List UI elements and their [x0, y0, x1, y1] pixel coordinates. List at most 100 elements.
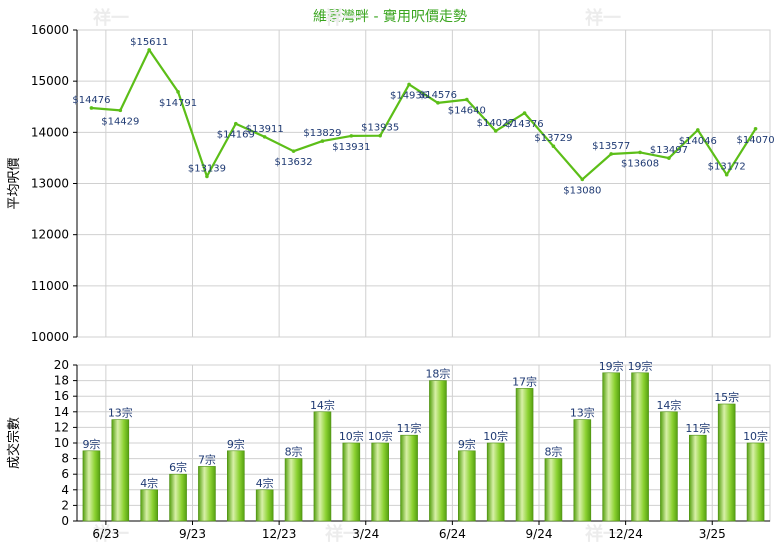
- volume-bar: [140, 489, 158, 522]
- price-data-point: [205, 174, 209, 179]
- price-data-point: [522, 111, 527, 115]
- price-data-label: $14476: [72, 95, 110, 106]
- price-data-label: $14046: [679, 136, 717, 147]
- volume-y-tick-label: 20: [54, 358, 69, 372]
- volume-y-tick-label: 18: [54, 374, 69, 388]
- volume-y-tick-label: 6: [61, 467, 69, 481]
- volume-data-label: 8宗: [544, 445, 562, 459]
- price-data-point: [407, 82, 411, 87]
- volume-bar: [342, 442, 361, 522]
- volume-bar: [111, 419, 130, 522]
- price-data-point: [638, 150, 642, 155]
- watermark-text: 祥一: [585, 523, 621, 545]
- watermark-text: 祥一: [325, 7, 361, 29]
- price-data-label: $14169: [217, 130, 255, 141]
- price-y-tick-label: 10000: [31, 330, 69, 344]
- price-data-label: $13729: [534, 133, 572, 144]
- x-tick-label: 6/24: [439, 527, 466, 541]
- price-data-point: [378, 133, 382, 138]
- price-data-point: [320, 139, 325, 143]
- price-data-label: $13931: [332, 142, 370, 153]
- volume-data-label: 14宗: [656, 398, 681, 412]
- price-data-point: [724, 172, 729, 177]
- volume-data-label: 19宗: [599, 359, 624, 373]
- volume-y-tick-label: 14: [54, 405, 69, 419]
- volume-bar: [631, 372, 649, 522]
- price-data-label: $14791: [159, 98, 197, 109]
- volume-data-label: 10宗: [483, 429, 508, 443]
- price-data-label: $14429: [101, 116, 139, 127]
- volume-data-label: 14宗: [310, 398, 335, 412]
- volume-bar: [544, 458, 563, 522]
- price-data-point: [234, 121, 238, 126]
- price-data-label: $13911: [246, 124, 284, 135]
- volume-data-label: 6宗: [169, 460, 187, 474]
- price-data-point: [667, 156, 671, 160]
- volume-data-label: 9宗: [227, 437, 245, 451]
- volume-bar: [660, 411, 678, 522]
- volume-data-label: 19宗: [628, 359, 653, 373]
- price-y-tick-label: 16000: [31, 23, 69, 37]
- volume-data-label: 13宗: [570, 406, 595, 420]
- price-data-label: $13632: [274, 157, 312, 168]
- price-data-label: $15611: [130, 37, 168, 48]
- volume-bar: [515, 388, 534, 522]
- volume-data-label: 7宗: [198, 452, 216, 466]
- price-data-point: [89, 106, 94, 110]
- x-tick-label: 12/24: [608, 527, 643, 541]
- volume-bar: [198, 466, 216, 522]
- volume-bar: [429, 380, 447, 522]
- x-tick-label: 12/23: [262, 527, 297, 541]
- price-data-label: $13172: [708, 162, 746, 173]
- volume-y-tick-label: 2: [61, 498, 69, 512]
- price-data-point: [291, 149, 296, 153]
- price-data-label: $13080: [563, 185, 601, 196]
- volume-bar: [689, 434, 707, 522]
- price-y-tick-label: 14000: [31, 125, 69, 139]
- volume-y-axis-label: 成交宗數: [6, 417, 22, 469]
- price-data-label: $13577: [592, 141, 630, 152]
- price-data-label: $14070: [736, 135, 774, 146]
- price-data-point: [118, 108, 123, 113]
- volume-data-label: 10宗: [339, 429, 364, 443]
- price-y-tick-label: 15000: [31, 74, 69, 88]
- volume-bar: [255, 489, 274, 522]
- volume-data-label: 15宗: [714, 390, 739, 404]
- price-series-line: [91, 48, 757, 181]
- price-data-point: [753, 126, 758, 131]
- volume-bar: [371, 442, 389, 522]
- volume-y-tick-label: 4: [61, 483, 69, 497]
- volume-data-label: 9宗: [458, 437, 476, 451]
- price-chart-panel: 10000 11000 12000 13000 14000 15000 16000 平均呎價 $…: [7, 23, 775, 344]
- price-y-tick-label: 13000: [31, 177, 69, 191]
- volume-data-label: 11宗: [397, 421, 422, 435]
- price-data-point: [349, 134, 354, 138]
- price-data-point: [176, 90, 180, 94]
- x-tick-label: 9/23: [179, 527, 206, 541]
- price-y-tick-label: 11000: [31, 279, 69, 293]
- price-y-tick-label: 12000: [31, 228, 69, 242]
- volume-bar: [486, 442, 505, 522]
- watermark-text: 祥一: [93, 523, 129, 545]
- x-tick-label: 3/24: [352, 527, 379, 541]
- volume-data-label: 10宗: [368, 429, 393, 443]
- volume-bar: [82, 450, 101, 522]
- price-data-label: $14027: [477, 118, 515, 129]
- volume-y-tick-label: 8: [61, 452, 69, 466]
- volume-bar: [717, 403, 736, 522]
- watermark-text: 祥一: [325, 523, 361, 545]
- volume-data-label: 4宗: [256, 476, 274, 490]
- watermark-text: 祥一: [93, 7, 129, 29]
- price-data-label: $14936: [390, 90, 428, 101]
- volume-bar: [602, 372, 620, 522]
- volume-bar: [458, 450, 476, 522]
- x-tick-label: 6/23: [92, 527, 119, 541]
- price-y-axis-label: 平均呎價: [7, 157, 22, 209]
- volume-y-tick-label: 16: [54, 389, 69, 403]
- volume-bar: [169, 473, 187, 522]
- price-data-point: [551, 144, 556, 148]
- volume-bar: [284, 458, 303, 522]
- volume-y-tick-label: 10: [54, 436, 69, 450]
- price-data-label: $13497: [650, 145, 688, 156]
